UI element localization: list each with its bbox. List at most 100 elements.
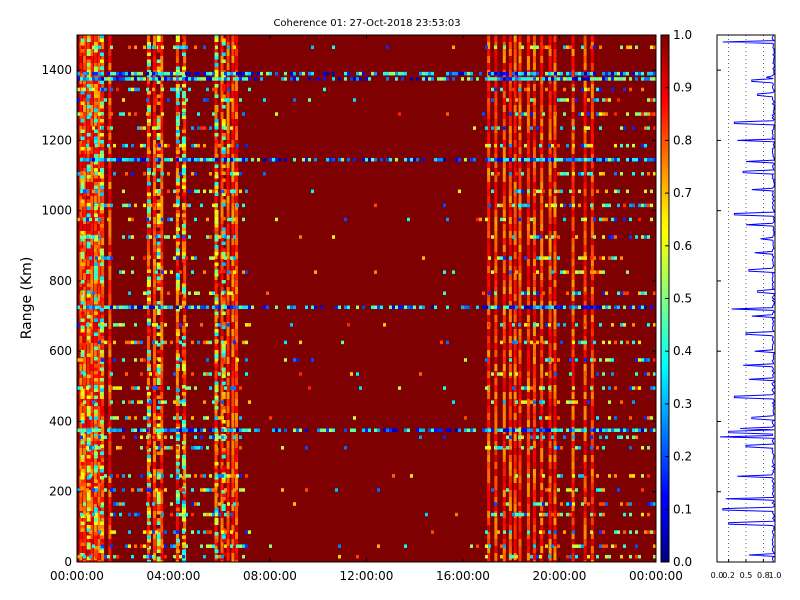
- heatmap-cell: [571, 469, 575, 476]
- heatmap-cell: [629, 416, 632, 420]
- heatmap-cell: [143, 143, 146, 148]
- heatmap-cell: [508, 511, 512, 518]
- heatmap-cell: [131, 386, 134, 390]
- heatmap-cell: [513, 385, 517, 392]
- heatmap-cell: [623, 217, 626, 222]
- heatmap-cell: [518, 105, 522, 112]
- heatmap-cell: [503, 157, 506, 162]
- heatmap-cell: [629, 157, 632, 162]
- heatmap-cell: [99, 185, 104, 189]
- heatmap-cell: [226, 553, 230, 560]
- heatmap-cell: [226, 224, 230, 231]
- heatmap-cell: [583, 147, 587, 154]
- heatmap-cell: [233, 488, 236, 492]
- heatmap-cell: [119, 270, 122, 274]
- heatmap-cell: [221, 262, 226, 266]
- heatmap-cell: [526, 84, 530, 91]
- heatmap-cell: [209, 235, 212, 239]
- heatmap-cell: [509, 435, 512, 440]
- heatmap-cell: [524, 157, 527, 162]
- heatmap-cell: [146, 210, 151, 214]
- heatmap-cell: [506, 428, 509, 432]
- heatmap-cell: [502, 35, 506, 42]
- heatmap-cell: [80, 371, 85, 375]
- heatmap-cell: [152, 245, 156, 252]
- heatmap-cell: [108, 476, 112, 483]
- heatmap-cell: [548, 462, 552, 469]
- heatmap-cell: [487, 245, 491, 252]
- heatmap-cell: [179, 488, 182, 492]
- heatmap-cell: [583, 259, 587, 266]
- heatmap-cell: [181, 518, 186, 522]
- heatmap-cell: [93, 70, 98, 74]
- heatmap-cell: [122, 435, 125, 440]
- heatmap-cell: [548, 546, 552, 553]
- heatmap-cell: [502, 455, 506, 462]
- heatmap-cell: [90, 469, 94, 476]
- heatmap-cell: [179, 143, 182, 148]
- heatmap-cell: [513, 294, 517, 301]
- heatmap-cell: [540, 91, 544, 98]
- heatmap-cell: [269, 544, 272, 548]
- heatmap-cell: [494, 112, 498, 119]
- heatmap-cell: [583, 455, 587, 462]
- heatmap-cell: [209, 544, 212, 548]
- heatmap-cell: [410, 305, 413, 310]
- heatmap-cell: [146, 329, 151, 333]
- heatmap-cell: [540, 441, 544, 448]
- heatmap-cell: [80, 420, 85, 424]
- heatmap-cell: [181, 476, 186, 480]
- heatmap-cell: [214, 73, 219, 77]
- heatmap-cell: [518, 399, 522, 406]
- heatmap-cell: [200, 488, 203, 492]
- heatmap-cell: [108, 196, 112, 203]
- heatmap-cell: [160, 42, 164, 49]
- heatmap-cell: [449, 428, 452, 432]
- heatmap-cell: [494, 49, 498, 56]
- heatmap-cell: [108, 378, 112, 385]
- heatmap-cell: [99, 133, 104, 137]
- heatmap-cell: [183, 469, 187, 476]
- heatmap-cell: [245, 143, 248, 148]
- heatmap-cell: [209, 435, 212, 440]
- heatmap-cell: [214, 248, 219, 252]
- heatmap-cell: [86, 189, 89, 194]
- heatmap-cell: [226, 420, 230, 427]
- heatmap-cell: [97, 315, 101, 322]
- heatmap-cell: [206, 372, 209, 376]
- heatmap-cell: [146, 525, 150, 532]
- heatmap-cell: [231, 154, 235, 161]
- heatmap-cell: [524, 400, 527, 404]
- heatmap-cell: [487, 532, 491, 539]
- heatmap-cell: [583, 392, 587, 399]
- heatmap-cell: [553, 154, 557, 161]
- heatmap-cell: [214, 213, 219, 217]
- heatmap-cell: [99, 150, 104, 154]
- heatmap-cell: [231, 91, 235, 98]
- heatmap-cell: [571, 252, 575, 259]
- heatmap-cell: [146, 192, 151, 196]
- heatmap-cell: [175, 560, 179, 562]
- heatmap-cell: [508, 378, 512, 385]
- heatmap-cell: [90, 161, 94, 168]
- heatmap-cell: [553, 420, 557, 427]
- heatmap-cell: [97, 280, 101, 287]
- heatmap-cell: [513, 182, 517, 189]
- heatmap-cell: [539, 428, 542, 432]
- heatmap-cell: [503, 217, 506, 222]
- heatmap-cell: [231, 525, 235, 532]
- heatmap-cell: [502, 84, 506, 91]
- heatmap-cell: [560, 189, 563, 194]
- heatmap-cell: [635, 372, 638, 376]
- heatmap-cell: [593, 428, 596, 432]
- heatmap-cell: [156, 42, 161, 46]
- heatmap-cell: [487, 119, 491, 126]
- heatmap-cell: [518, 287, 522, 294]
- heatmap-cell: [553, 308, 557, 315]
- heatmap-cell: [175, 430, 180, 434]
- heatmap-cell: [156, 535, 161, 539]
- heatmap-cell: [143, 428, 146, 432]
- heatmap-cell: [296, 358, 299, 362]
- heatmap-cell: [487, 266, 491, 273]
- heatmap-cell: [487, 420, 491, 427]
